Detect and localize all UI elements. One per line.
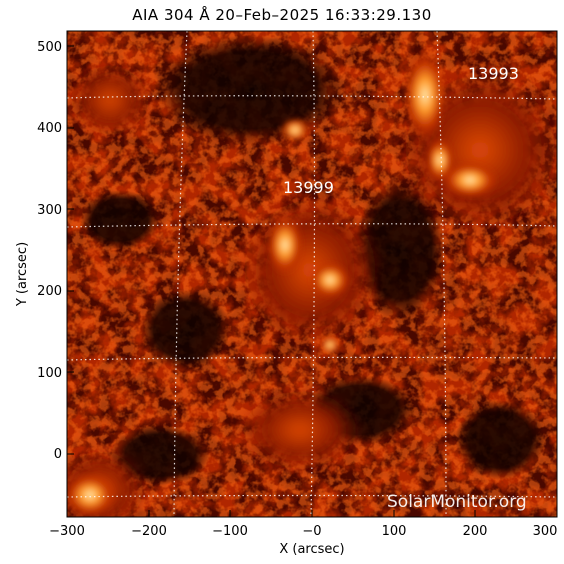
region-label-13999: 13999 <box>283 178 334 197</box>
watermark: SolarMonitor.org <box>387 492 527 512</box>
y-tick-labels: 0 100 200 300 400 500 <box>37 40 62 462</box>
y-tick-label: 500 <box>37 40 62 55</box>
x-tick-label: −200 <box>131 524 167 539</box>
x-tick-label: 200 <box>463 524 488 539</box>
x-tick-label: 300 <box>533 524 558 539</box>
x-tick-label: −300 <box>49 524 85 539</box>
region-label-13993: 13993 <box>468 64 519 83</box>
image-title: AIA 304 Å 20–Feb–2025 16:33:29.130 <box>132 6 432 24</box>
x-tick-label: 100 <box>382 524 407 539</box>
x-tick-labels: −300 −200 −100 −0 100 200 300 <box>49 524 557 539</box>
axis-ticks <box>66 45 558 517</box>
y-tick-label: 100 <box>37 366 62 381</box>
x-tick-label: −0 <box>302 524 321 539</box>
heliographic-grid <box>67 31 557 517</box>
y-tick-label: 0 <box>54 447 62 462</box>
x-axis-title: X (arcsec) <box>279 542 344 557</box>
solar-image: 13993 13999 SolarMonitor.org <box>67 31 557 517</box>
y-tick-label: 300 <box>37 203 62 218</box>
y-tick-label: 400 <box>37 121 62 136</box>
x-tick-label: −100 <box>212 524 248 539</box>
y-tick-label: 200 <box>37 284 62 299</box>
y-axis-title: Y (arcsec) <box>15 242 30 307</box>
